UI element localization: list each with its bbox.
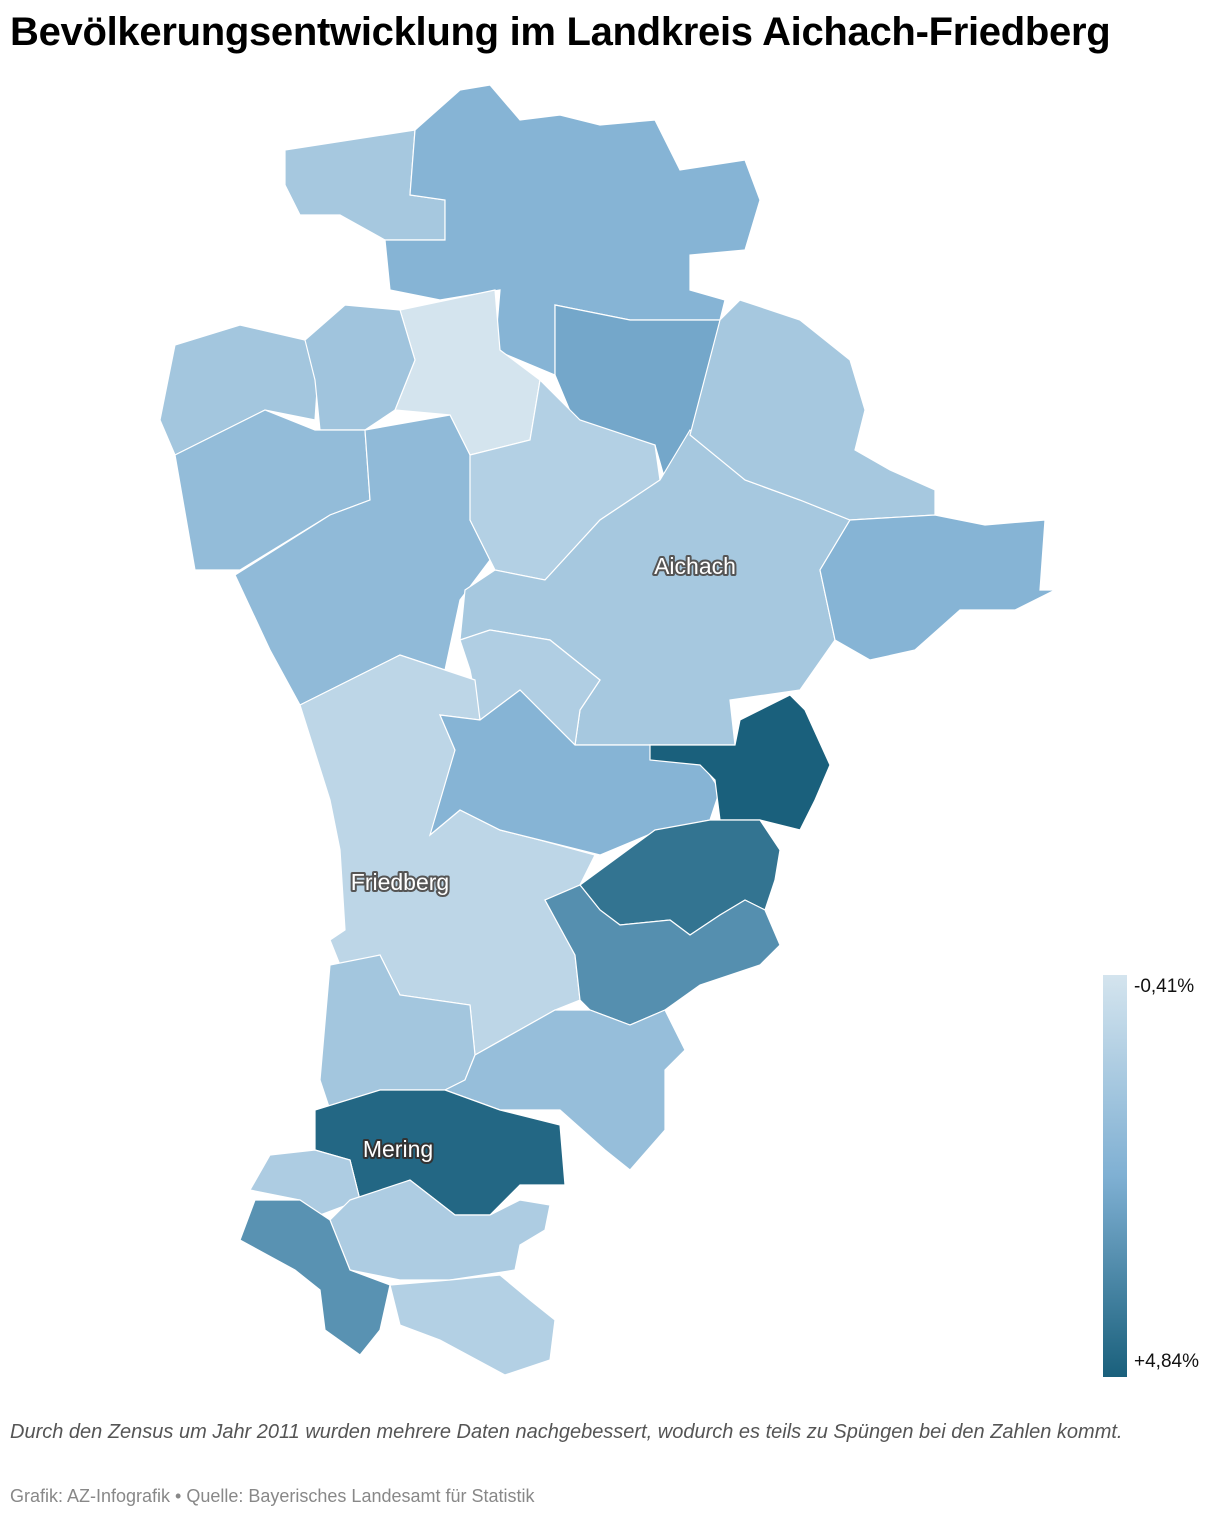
region [239, 1199, 391, 1356]
place-label: Friedberg [351, 869, 449, 895]
note: Durch den Zensus um Jahr 2011 wurden meh… [10, 1421, 1123, 1443]
region [384, 84, 761, 376]
place-label: Mering [363, 1136, 433, 1162]
source: Grafik: AZ-Infografik • Quelle: Bayerisc… [10, 1486, 535, 1506]
region [649, 694, 831, 831]
region [159, 324, 321, 456]
region [819, 514, 1056, 661]
place-label: Aichach [654, 553, 736, 579]
region [428, 689, 721, 856]
region [689, 299, 936, 521]
title: Bevölkerungsentwicklung im Landkreis Aic… [10, 10, 1111, 54]
region [329, 1179, 551, 1281]
legend-max-label: +4,84% [1134, 1351, 1199, 1372]
region [544, 884, 781, 1026]
legend-bar [1103, 975, 1127, 1377]
region [389, 1274, 556, 1376]
region [304, 304, 416, 431]
legend-min-label: -0,41% [1134, 976, 1194, 997]
